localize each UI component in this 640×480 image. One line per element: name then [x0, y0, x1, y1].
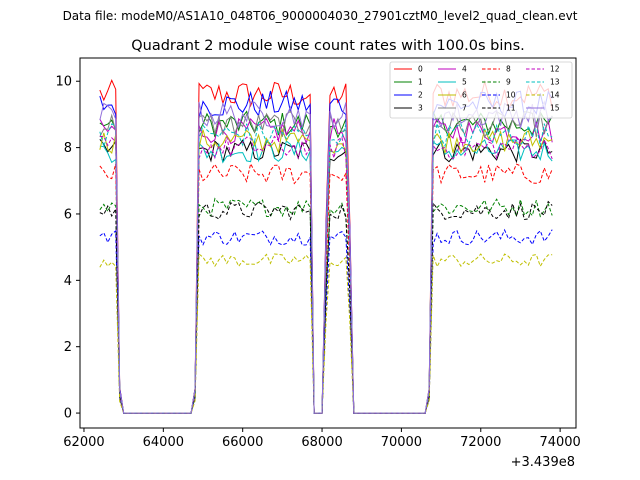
legend-label-2: 2 [418, 91, 423, 100]
legend-label-15: 15 [550, 104, 560, 113]
series-layer [99, 78, 553, 414]
figure-suptitle: Data file: modeM0/AS1A10_048T06_90000040… [63, 9, 578, 23]
x-tick-label: 66000 [222, 435, 263, 450]
y-tick-label: 8 [64, 141, 72, 156]
y-tick-label: 2 [64, 340, 72, 355]
y-tick-label: 10 [55, 75, 72, 90]
legend-frame [389, 61, 573, 119]
legend-label-5: 5 [462, 78, 467, 87]
y-tick-label: 6 [64, 207, 72, 222]
legend-label-12: 12 [550, 65, 560, 74]
x-tick-label: 68000 [301, 435, 342, 450]
x-tick-label: 64000 [143, 435, 184, 450]
legend-label-11: 11 [506, 104, 516, 113]
legend-label-4: 4 [462, 65, 467, 74]
legend-label-0: 0 [418, 65, 423, 74]
y-tick-label: 0 [64, 407, 72, 422]
legend-label-13: 13 [550, 78, 560, 87]
legend-label-3: 3 [418, 104, 423, 113]
legend-label-10: 10 [506, 91, 516, 100]
y-tick-label: 4 [64, 274, 72, 289]
x-tick-label: 62000 [63, 435, 104, 450]
x-tick-label: 74000 [539, 435, 580, 450]
plot-area: 62000 64000 66000 68000 70000 72000 74000 0 2 4 6… [55, 57, 581, 470]
chart-title: Quadrant 2 module wise count rates with … [131, 38, 525, 54]
legend-label-6: 6 [462, 91, 467, 100]
x-axis: 62000 64000 66000 68000 70000 72000 74000 [63, 428, 581, 450]
legend-label-7: 7 [462, 104, 467, 113]
x-tick-label: 72000 [460, 435, 501, 450]
legend-label-1: 1 [418, 78, 423, 87]
legend-label-8: 8 [506, 65, 511, 74]
legend-label-9: 9 [506, 78, 511, 87]
axes-frame [79, 57, 577, 429]
legend-label-14: 14 [550, 91, 560, 100]
x-offset-label: +3.439e8 [511, 455, 575, 470]
x-tick-label: 70000 [381, 435, 422, 450]
y-axis: 0 2 4 6 8 10 [55, 75, 80, 422]
